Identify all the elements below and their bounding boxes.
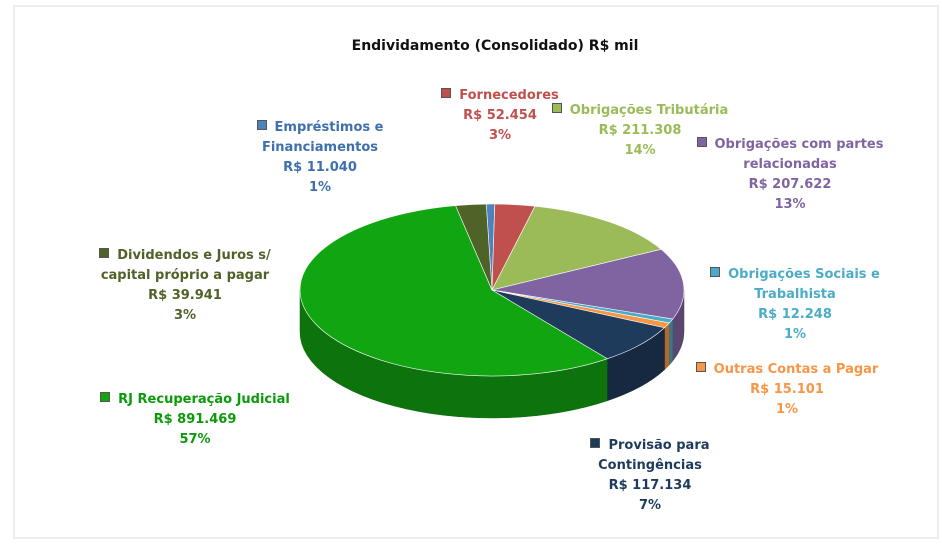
label-category-line: Dividendos e Juros s/ capital próprio a …: [90, 246, 280, 286]
data-label: Fornecedores R$ 52.454 3%: [405, 86, 595, 146]
slice-top: [299, 205, 608, 377]
percent-label: 57%: [179, 432, 211, 447]
data-label: Dividendos e Juros s/ capital próprio a …: [90, 246, 280, 326]
category-label: Dividendos e Juros s/ capital próprio a …: [100, 248, 271, 283]
data-label: Obrigações Tributária R$ 211.308 14%: [545, 101, 735, 161]
percent-label: 1%: [783, 327, 807, 342]
percent-label: 7%: [638, 498, 662, 513]
data-label: Empréstimos e Financiamentos R$ 11.040 1%: [225, 118, 415, 198]
category-label: Obrigações com partes relacionadas: [714, 137, 884, 172]
label-category-line: Obrigações com partes relacionadas: [695, 135, 885, 175]
label-category-line: Outras Contas a Pagar: [692, 360, 882, 380]
legend-key: [100, 392, 111, 402]
data-label: Provisão para Contingências R$ 117.134 7%: [555, 436, 745, 516]
slice: [491, 248, 685, 362]
value-label: R$ 207.622: [748, 177, 832, 192]
legend-key: [256, 120, 267, 130]
category-label: Outras Contas a Pagar: [713, 362, 879, 377]
legend-key: [710, 267, 721, 277]
value-label: R$ 39.941: [148, 288, 222, 303]
legend-key: [441, 88, 452, 98]
percent-label: 1%: [308, 180, 332, 195]
category-label: Obrigações Sociais e Trabalhista: [728, 267, 880, 302]
label-category-line: Obrigações Sociais e Trabalhista: [700, 265, 890, 305]
slice: [455, 203, 493, 291]
legend-key: [99, 248, 110, 258]
label-category-line: Provisão para Contingências: [555, 436, 745, 476]
legend-key: [696, 137, 707, 147]
slice-top: [491, 205, 662, 291]
category-label: RJ Recuperação Judicial: [118, 392, 290, 407]
percent-label: 13%: [774, 197, 806, 212]
value-label: R$ 52.454: [463, 108, 537, 123]
slice: [299, 205, 608, 419]
percent-label: 3%: [488, 128, 512, 143]
category-label: Empréstimos e Financiamentos: [261, 120, 384, 155]
category-label: Provisão para Contingências: [598, 438, 710, 473]
slice-top: [491, 248, 685, 320]
value-label: R$ 11.040: [283, 160, 357, 175]
chart-title: Endividamento (Consolidado) R$ mil: [352, 38, 639, 54]
slice-top: [455, 203, 493, 291]
slice: [491, 205, 662, 291]
slice-side: [669, 318, 673, 366]
legend-key: [590, 438, 601, 448]
label-category-line: Fornecedores: [405, 86, 595, 106]
category-label: Fornecedores: [459, 88, 559, 103]
data-label: Obrigações Sociais e Trabalhista R$ 12.24…: [700, 265, 890, 345]
percent-label: 3%: [173, 308, 197, 323]
legend-key: [551, 103, 562, 113]
data-label: RJ Recuperação Judicial R$ 891.469 57%: [100, 390, 290, 450]
label-category-line: Obrigações Tributária: [545, 101, 735, 121]
category-label: Obrigações Tributária: [569, 103, 729, 118]
value-label: R$ 15.101: [750, 382, 824, 397]
data-label: Outras Contas a Pagar R$ 15.101 1%: [692, 360, 882, 420]
value-label: R$ 117.134: [608, 478, 692, 493]
percent-label: 14%: [624, 143, 656, 158]
label-category-line: RJ Recuperação Judicial: [100, 390, 290, 410]
value-label: R$ 12.248: [758, 307, 832, 322]
value-label: R$ 891.469: [153, 412, 237, 427]
label-category-line: Empréstimos e Financiamentos: [225, 118, 415, 158]
value-label: R$ 211.308: [598, 123, 682, 138]
legend-key: [695, 362, 706, 372]
data-label: Obrigações com partes relacionadas R$ 207…: [695, 135, 885, 215]
slice-side: [664, 322, 670, 371]
percent-label: 1%: [775, 402, 799, 417]
